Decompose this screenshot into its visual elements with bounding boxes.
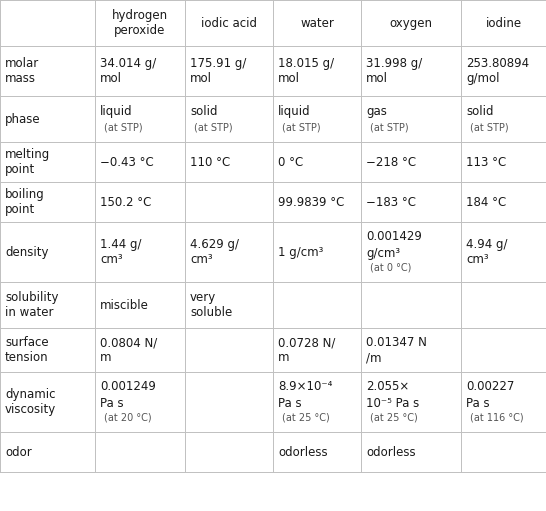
Text: phase: phase (5, 112, 40, 126)
Text: boiling
point: boiling point (5, 188, 45, 216)
Text: 253.80894
g/mol: 253.80894 g/mol (466, 57, 529, 85)
Text: 10⁻⁵ Pa s: 10⁻⁵ Pa s (366, 397, 419, 410)
Text: (at STP): (at STP) (470, 123, 508, 133)
Text: 110 °C: 110 °C (190, 155, 230, 169)
Text: surface
tension: surface tension (5, 336, 49, 364)
Text: 0.0728 N/
m: 0.0728 N/ m (278, 336, 335, 364)
Text: oxygen: oxygen (389, 16, 432, 30)
Text: solubility
in water: solubility in water (5, 291, 58, 319)
Text: dynamic
viscosity: dynamic viscosity (5, 388, 56, 416)
Text: odorless: odorless (278, 446, 328, 458)
Text: 0.01347 N
/m: 0.01347 N /m (366, 336, 427, 364)
Text: 34.014 g/
mol: 34.014 g/ mol (100, 57, 156, 85)
Text: (at 25 °C): (at 25 °C) (282, 412, 330, 422)
Text: 184 °C: 184 °C (466, 196, 506, 208)
Text: (at STP): (at STP) (194, 123, 233, 133)
Text: iodine: iodine (485, 16, 521, 30)
Text: 0.001249: 0.001249 (100, 380, 156, 392)
Text: solid: solid (466, 105, 494, 118)
Text: liquid: liquid (100, 105, 133, 118)
Text: 150.2 °C: 150.2 °C (100, 196, 151, 208)
Text: molar
mass: molar mass (5, 57, 39, 85)
Text: 8.9×10⁻⁴: 8.9×10⁻⁴ (278, 380, 333, 392)
Text: melting
point: melting point (5, 148, 50, 176)
Text: −183 °C: −183 °C (366, 196, 416, 208)
Text: water: water (300, 16, 334, 30)
Text: (at 0 °C): (at 0 °C) (371, 262, 412, 272)
Text: 1.44 g/
cm³: 1.44 g/ cm³ (100, 238, 141, 266)
Text: −218 °C: −218 °C (366, 155, 416, 169)
Text: iodic acid: iodic acid (201, 16, 257, 30)
Text: 31.998 g/
mol: 31.998 g/ mol (366, 57, 422, 85)
Text: 4.94 g/
cm³: 4.94 g/ cm³ (466, 238, 507, 266)
Text: solid: solid (190, 105, 217, 118)
Text: 0.0804 N/
m: 0.0804 N/ m (100, 336, 157, 364)
Text: gas: gas (366, 105, 387, 118)
Text: 175.91 g/
mol: 175.91 g/ mol (190, 57, 246, 85)
Text: liquid: liquid (278, 105, 311, 118)
Text: g/cm³: g/cm³ (366, 247, 400, 260)
Text: (at 116 °C): (at 116 °C) (470, 412, 524, 422)
Text: 0.001429: 0.001429 (366, 229, 422, 243)
Text: Pa s: Pa s (278, 397, 301, 410)
Text: (at STP): (at STP) (104, 123, 143, 133)
Text: very
soluble: very soluble (190, 291, 232, 319)
Text: density: density (5, 245, 49, 259)
Text: (at 25 °C): (at 25 °C) (371, 412, 418, 422)
Text: odorless: odorless (366, 446, 416, 458)
Text: odor: odor (5, 446, 32, 458)
Text: 0.00227: 0.00227 (466, 380, 514, 392)
Text: miscible: miscible (100, 298, 149, 312)
Text: 1 g/cm³: 1 g/cm³ (278, 245, 323, 259)
Text: Pa s: Pa s (100, 397, 123, 410)
Text: (at STP): (at STP) (282, 123, 321, 133)
Text: 4.629 g/
cm³: 4.629 g/ cm³ (190, 238, 239, 266)
Text: −0.43 °C: −0.43 °C (100, 155, 154, 169)
Text: (at STP): (at STP) (371, 123, 409, 133)
Text: Pa s: Pa s (466, 397, 490, 410)
Text: 0 °C: 0 °C (278, 155, 303, 169)
Text: 113 °C: 113 °C (466, 155, 506, 169)
Text: 18.015 g/
mol: 18.015 g/ mol (278, 57, 334, 85)
Text: hydrogen
peroxide: hydrogen peroxide (112, 9, 168, 37)
Text: 2.055×: 2.055× (366, 380, 410, 392)
Text: (at 20 °C): (at 20 °C) (104, 412, 152, 422)
Text: 99.9839 °C: 99.9839 °C (278, 196, 345, 208)
